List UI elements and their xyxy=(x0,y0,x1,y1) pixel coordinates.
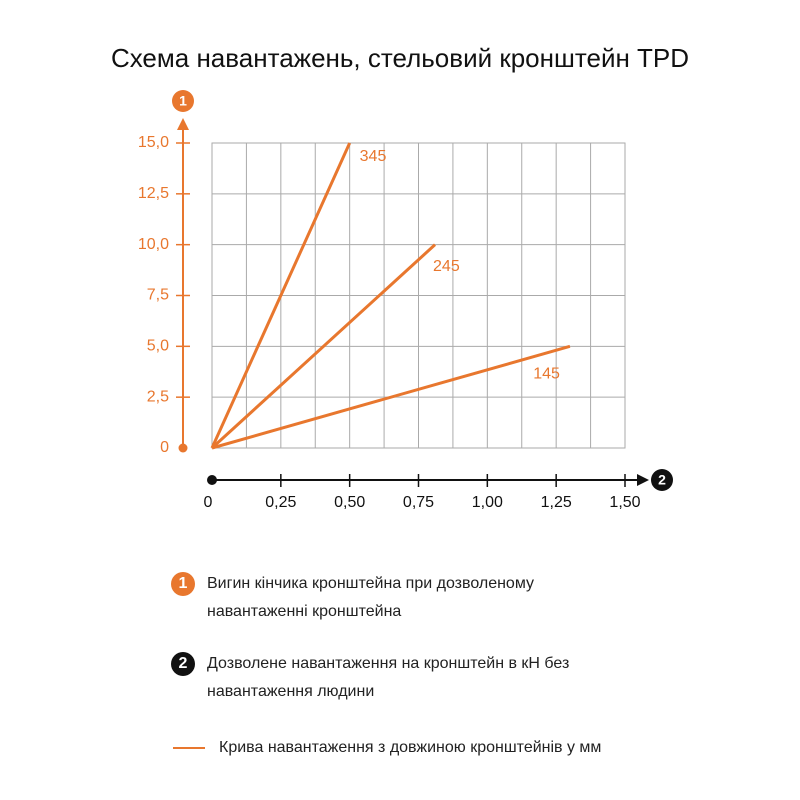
y-origin-dot xyxy=(178,443,188,453)
y-tick-label: 0 xyxy=(160,439,169,456)
x-tick-label: 0,25 xyxy=(265,494,296,511)
series-label: 245 xyxy=(433,258,460,275)
y-axis-marker-text: 1 xyxy=(179,93,187,109)
x-origin-dot xyxy=(207,475,217,485)
legend-text: Дозволене навантаження на кронштейн в кН… xyxy=(207,655,570,700)
y-tick-label: 10,0 xyxy=(138,236,169,253)
x-tick-label: 1,50 xyxy=(609,494,640,511)
legend-badge: 2 xyxy=(171,652,195,676)
series-label: 345 xyxy=(360,148,387,165)
legend-item: 2 Дозволене навантаження на кронштейн в к… xyxy=(168,650,788,706)
legend-item: 1 Вигин кінчика кронштейна при дозволеном… xyxy=(168,570,788,626)
series-label: 145 xyxy=(533,366,560,383)
series-line xyxy=(210,142,352,449)
legend-text: Крива навантаження з довжиною кронштейні… xyxy=(219,739,602,756)
y-tick-label: 12,5 xyxy=(138,185,169,202)
x-tick-label: 0 xyxy=(204,494,213,511)
y-tick-label: 15,0 xyxy=(138,134,169,151)
x-axis-marker-text: 2 xyxy=(658,472,666,488)
y-axis-marker xyxy=(172,90,194,112)
x-arrow xyxy=(637,474,649,486)
y-tick-label: 5,0 xyxy=(147,338,169,355)
x-tick-label: 1,00 xyxy=(472,494,503,511)
legend-text: Вигин кінчика кронштейна при дозволеному… xyxy=(207,575,535,620)
x-axis-marker xyxy=(651,469,673,491)
x-tick-label: 0,75 xyxy=(403,494,434,511)
x-tick-label: 0,50 xyxy=(334,494,365,511)
series-line xyxy=(210,243,437,450)
y-tick-label: 7,5 xyxy=(147,287,169,304)
legend-line xyxy=(173,747,205,749)
chart-title: Схема навантажень, стельовий кронштейн T… xyxy=(111,43,689,73)
x-tick-label: 1,25 xyxy=(541,494,572,511)
y-arrow xyxy=(177,118,189,130)
legend-badge: 1 xyxy=(171,572,195,596)
grid xyxy=(211,142,626,449)
legend-item: Крива навантаження з довжиною кронштейні… xyxy=(168,734,788,762)
y-tick-label: 2,5 xyxy=(147,388,169,405)
series-line xyxy=(211,344,571,450)
